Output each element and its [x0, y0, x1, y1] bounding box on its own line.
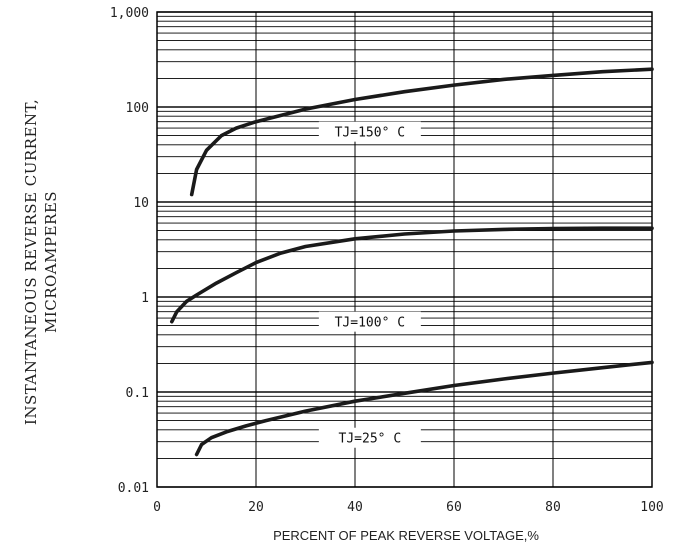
series-line — [189, 67, 654, 197]
series-line — [170, 226, 654, 324]
series-label-background — [318, 311, 421, 332]
series-line — [194, 360, 654, 457]
tick-labels: 0 20 40 60 80 100 0.01 0.1 1 10 100 1,000 — [110, 6, 664, 515]
x-tick-label: 0 — [153, 500, 161, 515]
y-tick-label: 100 — [126, 101, 149, 116]
y-tick-label: 1 — [141, 291, 149, 306]
plot-frame — [156, 11, 653, 488]
x-tick-label: 20 — [248, 500, 264, 515]
series-label: TJ=100° C — [335, 316, 405, 331]
y-axis-label-line1: INSTANTANEOUS REVERSE CURRENT, — [22, 99, 40, 425]
series-label-background — [318, 121, 421, 142]
x-axis-label: PERCENT OF PEAK REVERSE VOLTAGE,% — [273, 528, 539, 543]
x-tick-label: 60 — [446, 500, 462, 515]
curves: TJ=150° C TJ=100° C TJ=25° C — [170, 67, 654, 457]
grid — [156, 11, 653, 488]
y-tick-label: 1,000 — [110, 6, 149, 21]
y-axis-label-line2: MICROAMPERES — [42, 191, 60, 333]
y-tick-label: 10 — [133, 196, 149, 211]
y-tick-label: 0.01 — [118, 481, 149, 496]
series-label: TJ=25° C — [339, 432, 402, 447]
series-label: TJ=150° C — [335, 126, 405, 141]
x-tick-label: 100 — [640, 500, 663, 515]
x-tick-label: 80 — [545, 500, 561, 515]
series-label-background — [318, 427, 421, 448]
y-axis-label: INSTANTANEOUS REVERSE CURRENT, MICROAMPE… — [22, 99, 60, 425]
y-tick-label: 0.1 — [126, 386, 149, 401]
x-tick-label: 40 — [347, 500, 363, 515]
